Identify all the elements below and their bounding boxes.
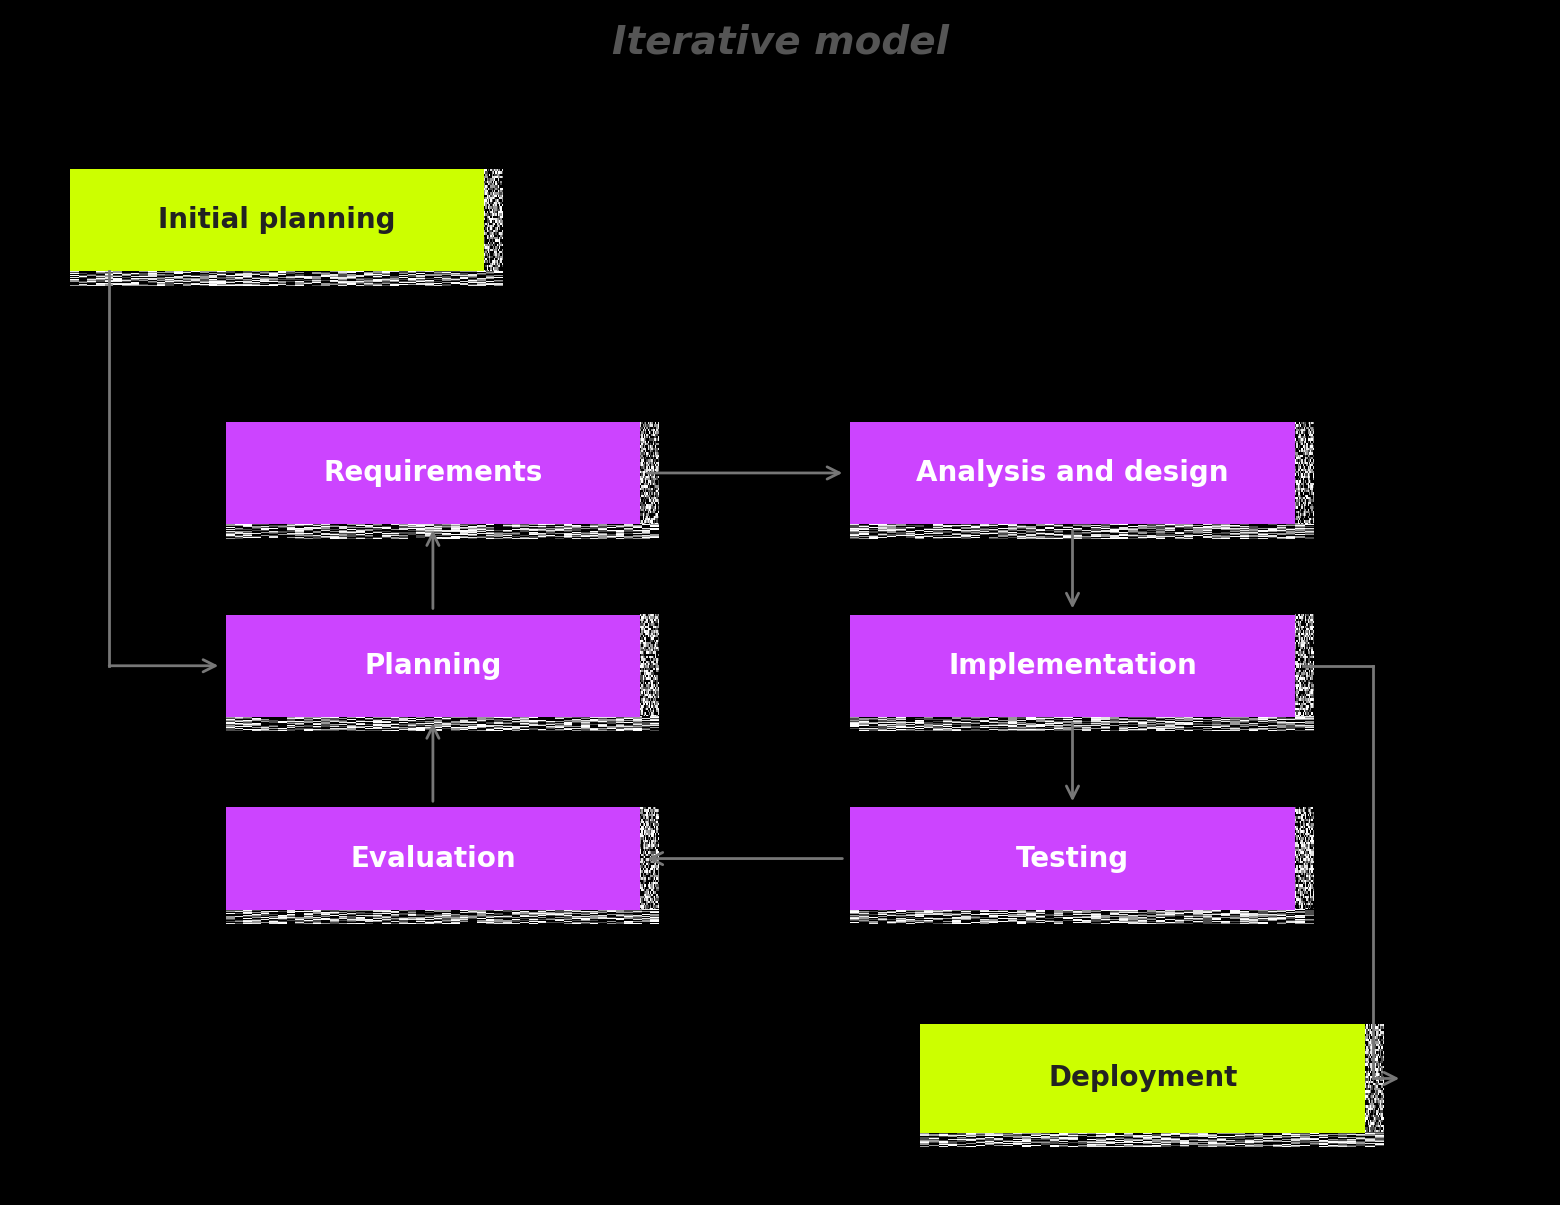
FancyBboxPatch shape (920, 1024, 1365, 1133)
FancyBboxPatch shape (70, 169, 484, 271)
Text: Iterative model: Iterative model (612, 23, 948, 61)
FancyBboxPatch shape (850, 422, 1295, 524)
Text: Testing: Testing (1016, 845, 1129, 872)
Text: Implementation: Implementation (948, 652, 1197, 680)
Text: Initial planning: Initial planning (158, 206, 396, 234)
Text: Planning: Planning (363, 652, 502, 680)
Text: Deployment: Deployment (1048, 1064, 1237, 1093)
Text: Analysis and design: Analysis and design (916, 459, 1229, 487)
FancyBboxPatch shape (226, 422, 640, 524)
Text: Requirements: Requirements (323, 459, 543, 487)
FancyBboxPatch shape (226, 807, 640, 910)
Text: Evaluation: Evaluation (349, 845, 516, 872)
FancyBboxPatch shape (850, 615, 1295, 717)
FancyBboxPatch shape (850, 807, 1295, 910)
FancyBboxPatch shape (226, 615, 640, 717)
